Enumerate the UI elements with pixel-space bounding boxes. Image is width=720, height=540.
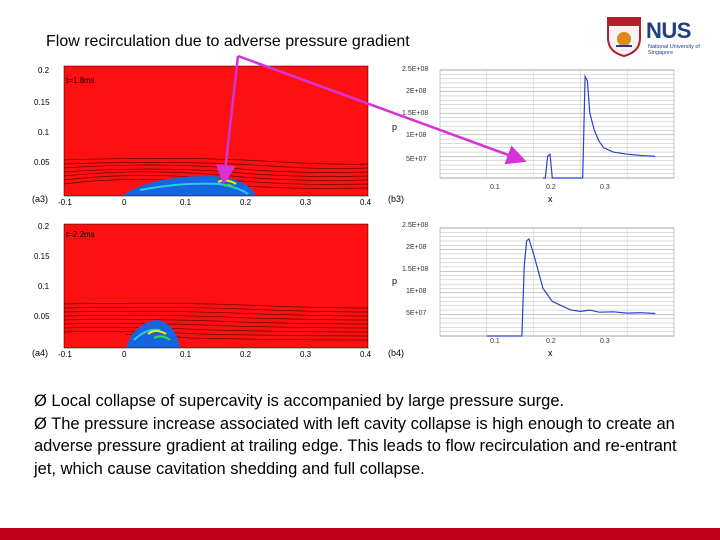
plot-area (439, 227, 675, 337)
x-axis-label: x (548, 348, 553, 358)
bottom-accent-bar (0, 528, 720, 540)
x-tick: 0.2 (546, 184, 556, 191)
y-tick: 2.5E+08 (402, 222, 429, 229)
pressure-plot-b3 (439, 69, 675, 179)
y-tick: 2.5E+08 (402, 66, 429, 73)
panel-b4: 2.5E+08 2E+08 1.5E+08 1E+08 5E+07 p 0.1 … (388, 222, 682, 368)
y-axis-label: p (392, 122, 398, 132)
time-label: t=2.2ms (66, 230, 95, 239)
pressure-line (486, 237, 656, 337)
y-tick: 2E+08 (406, 244, 427, 251)
pressure-line (543, 74, 656, 179)
y-tick: 1.5E+08 (402, 266, 429, 273)
x-tick: 0.1 (490, 338, 500, 345)
panel-label: (a3) (32, 194, 49, 204)
x-tick: 0.3 (300, 350, 312, 359)
x-tick: -0.1 (58, 198, 72, 207)
x-tick: 0.2 (240, 198, 252, 207)
panel-label: (a4) (32, 348, 49, 358)
x-tick: 0.2 (240, 350, 252, 359)
x-tick: -0.1 (58, 350, 72, 359)
x-tick: 0.1 (180, 198, 192, 207)
time-label: t=1.8ms (66, 76, 95, 85)
x-tick: 0 (122, 350, 127, 359)
nus-crest-icon (607, 17, 641, 58)
y-axis-label: p (392, 276, 398, 286)
logo-text: NUS (646, 18, 691, 43)
x-tick: 0.4 (360, 350, 372, 359)
logo-subtitle: National University of Singapore (648, 44, 700, 56)
y-tick: 5E+07 (406, 310, 427, 317)
x-tick: 0.3 (600, 338, 610, 345)
x-tick: 0.1 (180, 350, 192, 359)
panel-a4: 0.2 0.15 0.1 0.05 t=2.2ms (a4) -0.1 0 0.… (30, 222, 382, 368)
contour-a4 (63, 223, 369, 349)
x-tick: 0 (122, 198, 127, 207)
y-tick: 1E+08 (406, 288, 427, 295)
x-tick: 0.3 (300, 198, 312, 207)
x-tick: 0.1 (490, 184, 500, 191)
x-axis-label: x (548, 194, 553, 204)
pressure-plot-b4 (439, 227, 675, 337)
y-tick: 0.15 (34, 252, 50, 261)
y-tick: 2E+08 (406, 88, 427, 95)
panel-a3: 0.2 0.15 0.1 0.05 t=1.8ms (a3) -0.1 0 0.… (30, 64, 382, 210)
x-tick: 0.4 (360, 198, 372, 207)
plot-area (439, 69, 675, 179)
bullet-item: Ø The pressure increase associated with … (34, 414, 677, 478)
y-tick: 0.1 (38, 128, 50, 137)
y-tick: 0.2 (38, 66, 50, 75)
panel-label: (b3) (388, 194, 405, 204)
nus-logo: NUS National University of Singapore (604, 14, 714, 60)
y-tick: 0.2 (38, 222, 50, 231)
panel-label: (b4) (388, 348, 405, 358)
y-tick: 1E+08 (406, 132, 427, 139)
y-tick: 0.05 (34, 312, 50, 321)
slide-title: Flow recirculation due to adverse pressu… (46, 33, 410, 50)
contour-a3 (63, 65, 369, 197)
y-tick: 1.5E+08 (402, 110, 429, 117)
x-tick: 0.2 (546, 338, 556, 345)
bullet-list: Ø Local collapse of supercavity is accom… (34, 390, 694, 480)
y-tick: 5E+07 (406, 156, 427, 163)
y-tick: 0.15 (34, 98, 50, 107)
bullet-item: Ø Local collapse of supercavity is accom… (34, 392, 565, 410)
y-tick: 0.1 (38, 282, 50, 291)
x-tick: 0.3 (600, 184, 610, 191)
panel-b3: 2.5E+08 2E+08 1.5E+08 1E+08 5E+07 p 0.1 … (388, 64, 682, 210)
y-tick: 0.05 (34, 158, 50, 167)
